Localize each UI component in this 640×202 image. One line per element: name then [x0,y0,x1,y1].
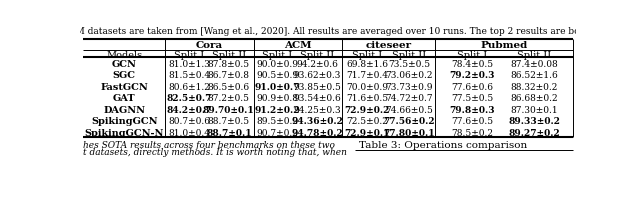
Text: ACM: ACM [284,41,312,50]
Text: 77.5±0.5: 77.5±0.5 [451,94,493,103]
Text: 73.5±0.5: 73.5±0.5 [388,60,430,69]
Text: 77.80±0.1: 77.80±0.1 [383,128,435,137]
Text: 88.7±0.1: 88.7±0.1 [206,128,252,137]
Text: 90.5±0.9: 90.5±0.9 [257,71,298,80]
Text: 94.2±0.6: 94.2±0.6 [296,60,338,69]
Text: GAT: GAT [113,94,136,103]
Text: Split I: Split I [352,51,382,60]
Text: 72.5±0.2: 72.5±0.2 [346,117,388,126]
Text: 93.85±0.5: 93.85±0.5 [293,82,341,92]
Text: 82.5±0.7: 82.5±0.7 [166,94,212,103]
Text: 87.2±0.5: 87.2±0.5 [208,94,250,103]
Text: 78.5±0.2: 78.5±0.2 [451,128,493,137]
Text: Cora: Cora [196,41,223,50]
Text: 91.2±0.2: 91.2±0.2 [255,105,300,114]
Text: SpikingGCN-N: SpikingGCN-N [84,128,164,137]
Text: 72.9±0.2: 72.9±0.2 [344,105,390,114]
Text: Split I: Split I [174,51,204,60]
Text: 89.5±0.2: 89.5±0.2 [257,117,298,126]
Text: 94.78±0.2: 94.78±0.2 [291,128,343,137]
Text: FastGCN: FastGCN [100,82,148,92]
Text: 84.2±0.7: 84.2±0.7 [166,105,212,114]
Text: 71.7±0.4: 71.7±0.4 [346,71,388,80]
Text: 79.8±0.3: 79.8±0.3 [449,105,495,114]
Text: 81.5±0.4: 81.5±0.4 [168,71,210,80]
Text: 89.33±0.2: 89.33±0.2 [508,117,560,126]
Text: 94.25±0.3: 94.25±0.3 [293,105,341,114]
Text: 89.27±0.2: 89.27±0.2 [508,128,560,137]
Text: 93.54±0.6: 93.54±0.6 [293,94,341,103]
Text: Split II: Split II [517,51,552,60]
Text: 88.7±0.5: 88.7±0.5 [208,117,250,126]
Text: 87.4±0.08: 87.4±0.08 [510,60,558,69]
Text: 87.30±0.1: 87.30±0.1 [511,105,558,114]
Text: 90.7±0.2: 90.7±0.2 [257,128,298,137]
Text: Table 3: Operations comparison: Table 3: Operations comparison [359,141,527,150]
Text: 94.36±0.2: 94.36±0.2 [291,117,343,126]
Text: citeseer: citeseer [365,41,412,50]
Text: Split II: Split II [212,51,246,60]
Text: 78.4±0.5: 78.4±0.5 [451,60,493,69]
Text: 80.7±0.6: 80.7±0.6 [168,117,210,126]
Text: Split I: Split I [262,51,292,60]
Text: Split I: Split I [457,51,487,60]
Text: 79.2±0.3: 79.2±0.3 [449,71,495,80]
Text: s of ACM datasets are taken from [Wang et al., 2020]. All results are averaged o: s of ACM datasets are taken from [Wang e… [43,26,613,36]
Text: hes SOTA results across four benchmarks on these two: hes SOTA results across four benchmarks … [83,140,335,149]
Text: 74.66±0.5: 74.66±0.5 [385,105,433,114]
Text: Split II: Split II [392,51,426,60]
Text: 87.8±0.5: 87.8±0.5 [208,60,250,69]
Text: 90.9±0.8: 90.9±0.8 [257,94,298,103]
Text: SGC: SGC [113,71,136,80]
Text: 86.5±0.6: 86.5±0.6 [208,82,250,92]
Text: SpikingGCN: SpikingGCN [91,117,157,126]
Text: Split II: Split II [300,51,334,60]
Text: 90.0±0.9: 90.0±0.9 [257,60,298,69]
Text: Models: Models [106,51,142,60]
Text: Pubmed: Pubmed [480,41,527,50]
Text: 86.7±0.8: 86.7±0.8 [208,71,250,80]
Text: 81.0±0.4: 81.0±0.4 [168,128,210,137]
Text: 86.52±1.6: 86.52±1.6 [510,71,558,80]
Text: 73.06±0.2: 73.06±0.2 [385,71,433,80]
Text: 69.8±1.6: 69.8±1.6 [346,60,388,69]
Text: 71.6±0.5: 71.6±0.5 [346,94,388,103]
Text: 77.56±0.2: 77.56±0.2 [383,117,435,126]
Text: 77.6±0.5: 77.6±0.5 [451,117,493,126]
Text: 93.62±0.3: 93.62±0.3 [294,71,341,80]
Text: 89.70±0.1: 89.70±0.1 [203,105,255,114]
Text: 74.72±0.7: 74.72±0.7 [385,94,433,103]
Text: 88.32±0.2: 88.32±0.2 [511,82,558,92]
Text: 70.0±0.9: 70.0±0.9 [346,82,388,92]
Text: DAGNN: DAGNN [103,105,145,114]
Text: t datasets, directly methods. It is worth noting that, when: t datasets, directly methods. It is wort… [83,148,347,157]
Text: GCN: GCN [112,60,136,69]
Text: 86.68±0.2: 86.68±0.2 [511,94,558,103]
Text: 72.9±0.1: 72.9±0.1 [344,128,390,137]
Text: 77.6±0.6: 77.6±0.6 [451,82,493,92]
Text: 81.0±1.3: 81.0±1.3 [168,60,210,69]
Text: 73.73±0.9: 73.73±0.9 [385,82,433,92]
Text: 91.0±0.7: 91.0±0.7 [255,82,300,92]
Text: 80.6±1.2: 80.6±1.2 [168,82,210,92]
